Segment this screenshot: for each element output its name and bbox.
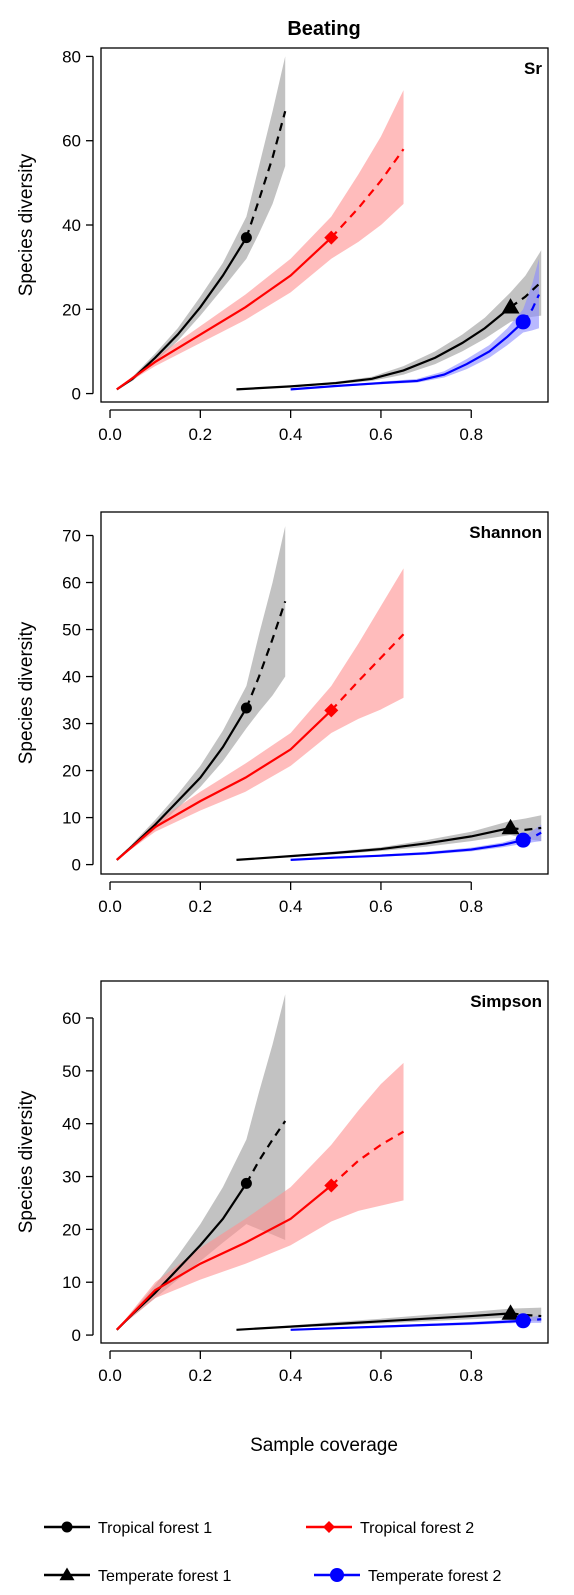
legend-item-3: Temperate forest 1 — [44, 1567, 232, 1585]
x-tick-label: 0.4 — [279, 1366, 303, 1385]
x-tick-label: 0.4 — [279, 425, 303, 444]
y-tick-label: 30 — [62, 1168, 81, 1187]
interpolated-line-tf2 — [116, 709, 333, 861]
panels: Sr 0 20 40 60 80 Species diversity 0.0 0.2 0.4 0.6… — [16, 47, 549, 1385]
extrapolated-line-tf1 — [245, 1120, 287, 1184]
interpolated-line-te1 — [236, 826, 511, 861]
y-axis-title: Species diversity — [16, 621, 37, 764]
legend-item-2: Tropical forest 2 — [306, 1520, 474, 1537]
x-tick-label: 0.8 — [459, 1366, 483, 1385]
y-tick-label: 60 — [62, 574, 81, 593]
interpolated-line-te2 — [290, 1319, 524, 1331]
x-tick-label: 0.8 — [459, 425, 483, 444]
interpolated-line-te1 — [236, 306, 512, 391]
marker-tf2 — [324, 230, 339, 245]
interpolated-line-tf2 — [116, 236, 333, 391]
marker-te1 — [501, 818, 520, 835]
y-tick-label: 40 — [62, 668, 81, 687]
interpolated-line-te2 — [290, 321, 524, 391]
x-tick-label: 0.6 — [369, 1366, 393, 1385]
y-tick-label: 40 — [62, 1115, 81, 1134]
marker-tf1 — [240, 702, 252, 714]
interpolated-line-tf2 — [116, 1184, 332, 1331]
extrapolated-line-tf1 — [245, 600, 287, 709]
panel-simpson: Simpson 0 10 20 30 40 50 60 Species diversity 0.0… — [16, 980, 549, 1385]
legend-marker — [59, 1567, 75, 1581]
x-axis-title: Sample coverage — [250, 1435, 398, 1456]
marker-tf1 — [240, 232, 252, 244]
x-tick-label: 0.4 — [279, 897, 303, 916]
y-tick-label: 10 — [62, 1273, 81, 1292]
extrapolated-line-tf2 — [330, 633, 405, 712]
marker-tf1 — [240, 1177, 252, 1189]
panel-label: Shannon — [469, 523, 542, 542]
x-tick-label: 0.2 — [189, 425, 213, 444]
y-axis-title: Species diversity — [16, 1090, 37, 1233]
y-tick-label: 50 — [62, 1062, 81, 1081]
extrapolated-line-te1 — [509, 281, 542, 309]
legend-marker — [323, 1521, 335, 1533]
y-tick-label: 10 — [62, 809, 81, 828]
y-tick-label: 0 — [72, 856, 81, 875]
confidence-band-tf2 — [116, 1062, 404, 1330]
confidence-band-te1 — [236, 815, 542, 860]
marker-tf2 — [324, 1178, 339, 1193]
legend-item-1: Tropical forest 1 — [44, 1520, 212, 1537]
plot-frame — [100, 980, 549, 1344]
marker-te2 — [515, 314, 531, 330]
legend-marker — [61, 1521, 73, 1533]
panel-shannon: Shannon 0 10 20 30 40 50 60 70 Species diversity 0… — [16, 511, 549, 916]
x-tick-label: 0.0 — [98, 425, 122, 444]
extrapolated-line-tf1 — [245, 110, 287, 238]
legend-label: Tropical forest 1 — [98, 1520, 212, 1537]
interpolated-line-te1 — [236, 1312, 511, 1331]
extrapolated-line-tf2 — [330, 1130, 405, 1187]
y-tick-label: 0 — [72, 385, 81, 404]
y-tick-label: 20 — [62, 300, 81, 319]
legend-label: Temperate forest 1 — [98, 1568, 232, 1585]
plot-frame — [100, 47, 549, 403]
marker-te2 — [515, 1313, 531, 1329]
marker-te1 — [501, 1304, 520, 1320]
marker-te2 — [515, 832, 531, 848]
y-tick-label: 20 — [62, 1220, 81, 1239]
legend-label: Tropical forest 2 — [360, 1520, 474, 1537]
confidence-band-te2 — [290, 258, 539, 390]
chart-title: Beating — [287, 18, 360, 40]
y-axis-title: Species diversity — [16, 153, 37, 296]
y-tick-label: 30 — [62, 715, 81, 734]
x-tick-label: 0.0 — [98, 897, 122, 916]
legend-marker — [330, 1568, 344, 1582]
confidence-band-tf1 — [116, 994, 286, 1330]
y-tick-label: 20 — [62, 762, 81, 781]
x-tick-label: 0.0 — [98, 1366, 122, 1385]
x-tick-label: 0.6 — [369, 425, 393, 444]
y-tick-label: 50 — [62, 621, 81, 640]
y-tick-label: 0 — [72, 1326, 81, 1345]
y-tick-label: 40 — [62, 216, 81, 235]
interpolated-line-te2 — [290, 839, 524, 861]
legend-item-4: Temperate forest 2 — [314, 1568, 502, 1585]
y-tick-label: 70 — [62, 527, 81, 546]
marker-te1 — [501, 298, 520, 314]
panel-label: Sr — [524, 59, 542, 78]
x-tick-label: 0.6 — [369, 897, 393, 916]
legend: Tropical forest 1 Tropical forest 2 Temper… — [44, 1520, 502, 1585]
confidence-band-tf2 — [116, 568, 404, 860]
legend-label: Temperate forest 2 — [368, 1568, 502, 1585]
x-tick-label: 0.2 — [189, 897, 213, 916]
y-tick-label: 60 — [62, 1009, 81, 1028]
confidence-band-tf2 — [116, 90, 404, 390]
plot-frame — [100, 511, 549, 875]
y-tick-label: 80 — [62, 47, 81, 66]
x-tick-label: 0.2 — [189, 1366, 213, 1385]
y-tick-label: 60 — [62, 132, 81, 151]
extrapolated-line-tf2 — [330, 148, 405, 239]
panel-sr: Sr 0 20 40 60 80 Species diversity 0.0 0.2 0.4 0.6… — [16, 47, 549, 444]
marker-tf2 — [324, 703, 339, 718]
panel-label: Simpson — [470, 992, 542, 1011]
x-tick-label: 0.8 — [459, 897, 483, 916]
